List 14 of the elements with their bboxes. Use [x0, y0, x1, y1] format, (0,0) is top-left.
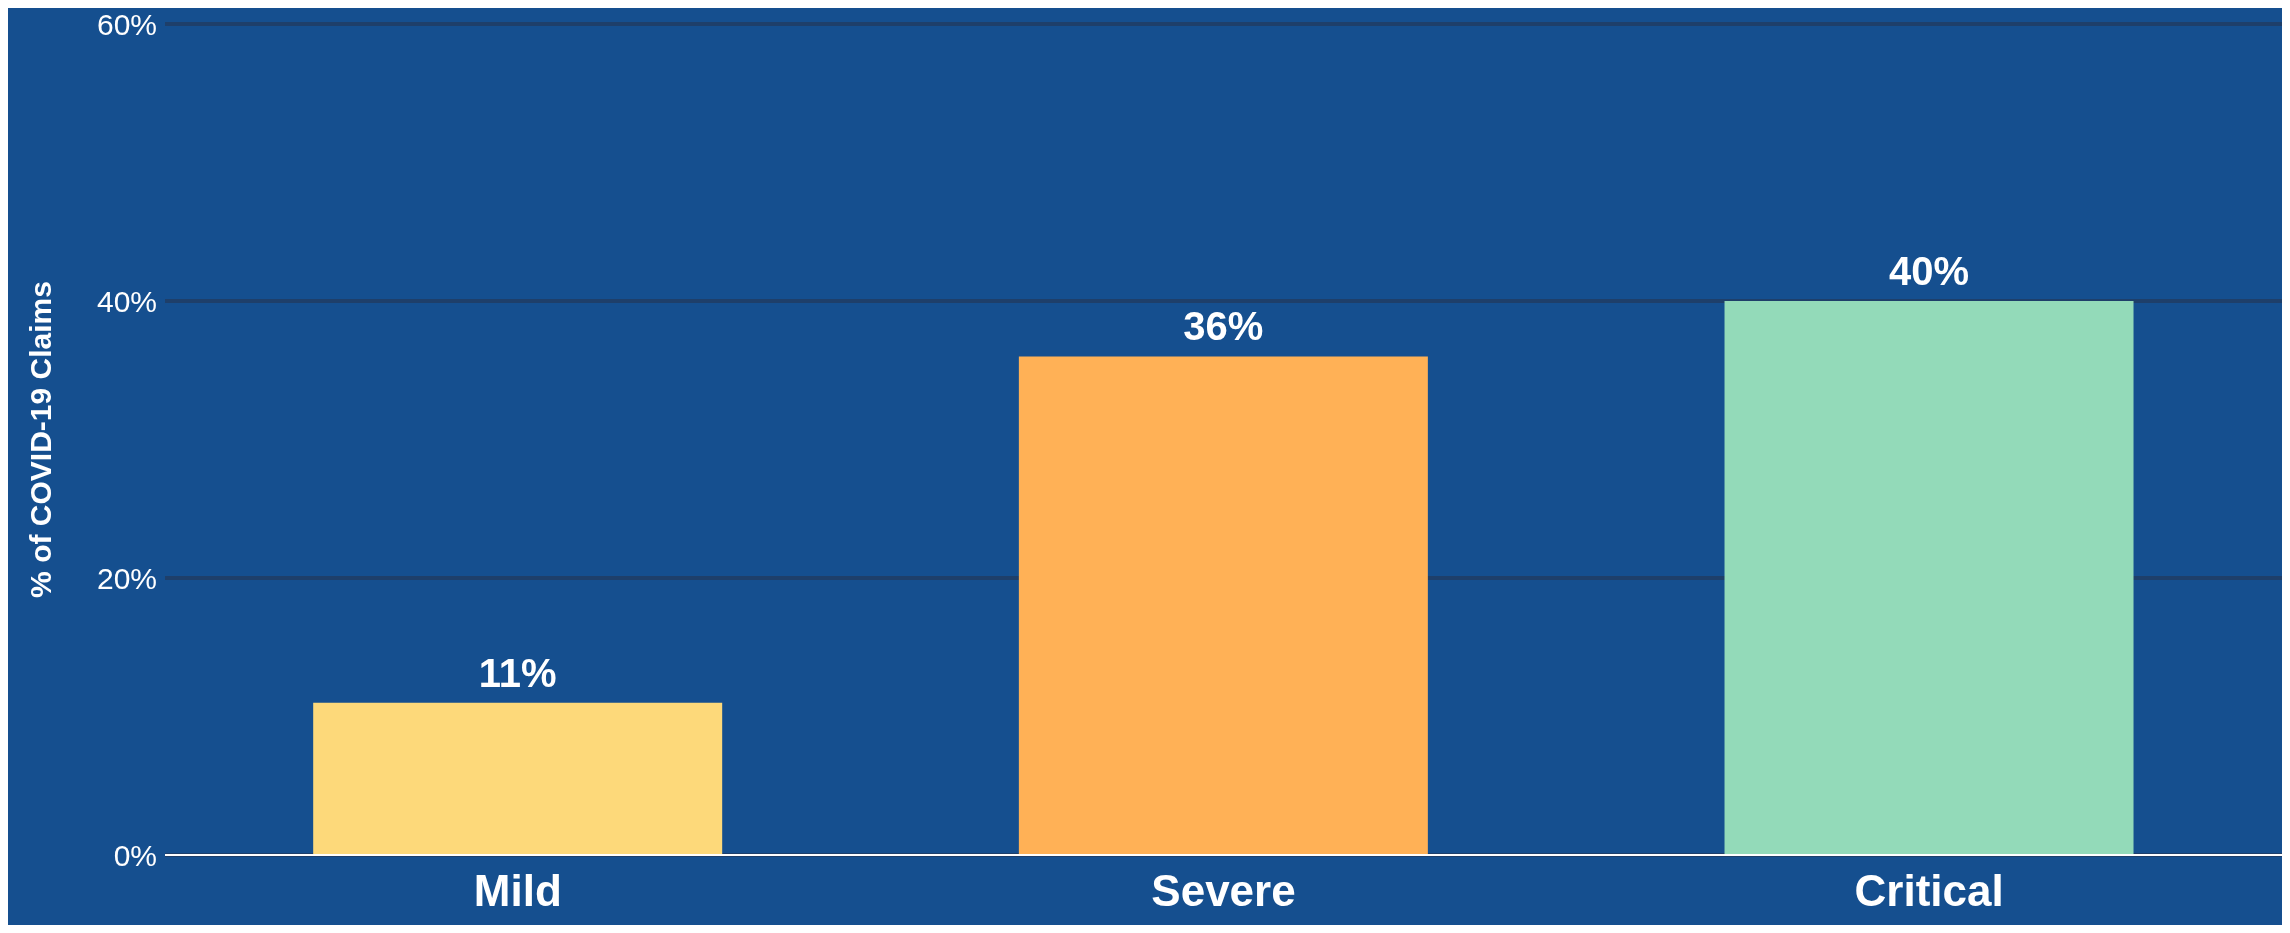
- bar: [1724, 301, 2134, 855]
- x-tick-label: Severe: [1151, 866, 1296, 916]
- y-tick-label: 0%: [113, 838, 157, 872]
- x-tick-label: Mild: [473, 866, 562, 916]
- y-tick-label: 40%: [96, 284, 157, 318]
- y-tick-label: 20%: [96, 561, 157, 595]
- data-label: 36%: [1183, 304, 1264, 349]
- y-axis-title: % of COVID-19 Claims: [23, 281, 57, 598]
- x-tick-label: Critical: [1854, 866, 2004, 916]
- bar: [313, 702, 723, 855]
- bar: [1018, 356, 1428, 855]
- data-label: 40%: [1888, 249, 1970, 293]
- y-tick-label: 60%: [96, 7, 157, 41]
- data-label: 11%: [478, 650, 557, 695]
